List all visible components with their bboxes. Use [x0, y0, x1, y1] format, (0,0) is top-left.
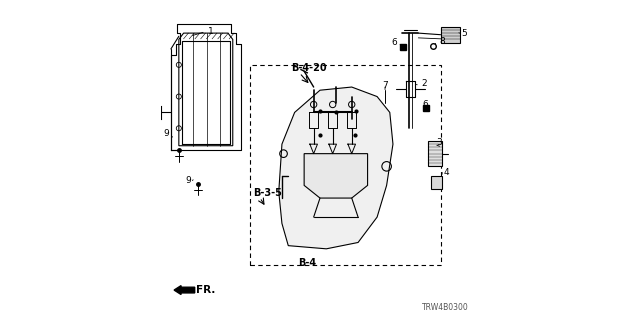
- Text: 9: 9: [186, 176, 191, 185]
- Polygon shape: [428, 141, 442, 166]
- Text: 6: 6: [422, 100, 428, 109]
- Text: 8: 8: [439, 37, 445, 46]
- Text: TRW4B0300: TRW4B0300: [422, 303, 469, 312]
- FancyArrow shape: [174, 286, 195, 294]
- Bar: [250, 65, 440, 265]
- Text: 3: 3: [436, 138, 442, 147]
- Polygon shape: [279, 87, 393, 249]
- Text: B-3-5: B-3-5: [253, 188, 282, 198]
- Text: 6: 6: [391, 38, 397, 47]
- Text: 7: 7: [382, 81, 388, 90]
- Polygon shape: [304, 154, 367, 198]
- Text: 4: 4: [444, 168, 449, 177]
- Polygon shape: [431, 176, 442, 188]
- Text: B-4: B-4: [298, 258, 316, 268]
- Text: B-4-20: B-4-20: [291, 63, 327, 73]
- Text: 9: 9: [164, 129, 170, 138]
- Polygon shape: [440, 27, 460, 43]
- Text: 5: 5: [461, 28, 467, 38]
- Text: 1: 1: [208, 27, 213, 36]
- Text: FR.: FR.: [196, 285, 216, 295]
- Text: 2: 2: [422, 79, 427, 88]
